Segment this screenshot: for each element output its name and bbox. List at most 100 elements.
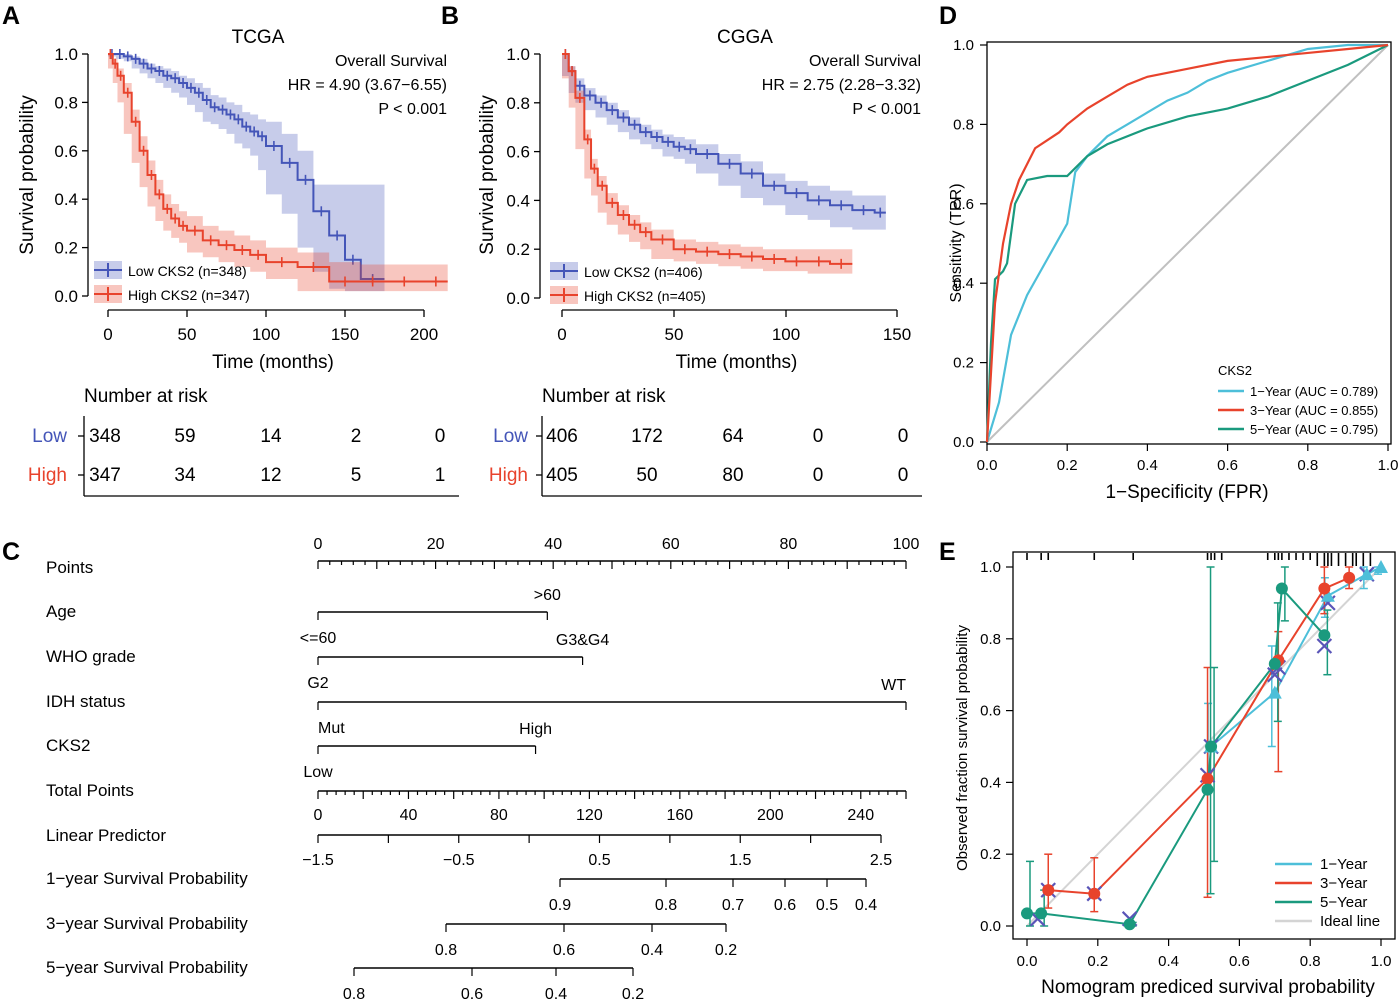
cal-point-teal [1201,783,1214,796]
risk-value-b: 64 [722,426,744,447]
cal-point-red [1088,887,1101,900]
cal-x-tick-label: 0.0 [1017,953,1038,970]
nomogram-row-label: CKS2 [46,736,90,755]
y-tick-label-a: 0.2 [54,239,78,258]
risk-value-a: 348 [89,426,121,447]
covariate-level-low: G2 [307,675,328,692]
linear-predictor-tick-label: −0.5 [443,852,475,869]
x-tick-label-a: 50 [178,325,197,344]
y-tick-label-a: 0.8 [54,93,78,112]
cal-point-teal [1318,629,1331,642]
y-tick-label-a: 0.0 [54,287,78,306]
survival-scale-label: 0.2 [622,986,644,1000]
cal-legend-label: 3−Year [1320,875,1367,892]
x-axis-title-b: Time (months) [676,352,798,373]
cal-point-red [1201,772,1214,785]
risk-value-b: 0 [813,465,824,486]
nomogram-row-label: 1−year Survival Probability [46,869,248,888]
cal-point-red [1343,571,1356,584]
survival-scale-label: 0.4 [855,897,877,914]
chart-title-b: CGGA [717,27,773,48]
risk-value-b: 0 [898,426,909,447]
survival-scale-label: 0.8 [435,942,457,959]
roc-x-tick-label: 0.8 [1297,457,1318,474]
panel-label-c: C [2,538,20,566]
cal-y-tick-label: 1.0 [980,559,1001,576]
legend-label-a: High CKS2 (n=347) [128,287,250,303]
points-tick-label: 20 [427,536,445,553]
km-curve-a-blue [108,53,385,281]
covariate-level-low: Low [303,764,333,781]
total-points-tick-label: 80 [490,807,508,824]
x-axis-title-a: Time (months) [212,352,334,373]
cal-point-cyan [1320,588,1335,602]
cal-x-tick-label: 0.6 [1229,953,1250,970]
risk-value-a: 347 [89,465,121,486]
cal-x-tick-label: 0.2 [1087,953,1108,970]
cal-legend-label: 5−Year [1320,894,1367,911]
panel-label-a: A [2,2,20,30]
cal-ideal-line [1026,566,1382,927]
survival-scale-label: 0.8 [655,897,677,914]
x-tick-label-b: 0 [557,325,566,344]
total-points-tick-label: 120 [576,807,603,824]
linear-predictor-tick-label: 1.5 [729,852,751,869]
risk-row-label-b: Low [493,426,528,447]
roc-x-tick-label: 0.2 [1057,457,1078,474]
risk-table-title-b: Number at risk [542,386,666,407]
roc-x-tick-label: 0.4 [1137,457,1158,474]
y-tick-label-b: 0.4 [506,191,530,210]
risk-value-b: 405 [546,465,578,486]
cal-y-tick-label: 0.4 [980,774,1001,791]
roc-y-tick-label: 0.4 [953,275,974,292]
risk-row-label-a: High [28,465,67,486]
points-tick-label: 40 [544,536,562,553]
roc-y-tick-label: 0.8 [953,116,974,133]
cal-x-axis-title: Nomogram prediced survival probability [1041,977,1375,998]
roc-y-axis-title: Sensitivity (TPR) [948,183,965,302]
cal-y-tick-label: 0.8 [980,631,1001,648]
total-points-tick-label: 240 [847,807,874,824]
cal-y-axis-title: Observed fraction survival probability [954,625,971,871]
roc-y-tick-label: 1.0 [953,37,974,54]
risk-value-a: 2 [351,426,362,447]
calibration-plot-frame [1012,551,1396,940]
roc-y-tick-label: 0.0 [953,434,974,451]
points-tick-label: 60 [662,536,680,553]
cal-x-tick-label: 0.8 [1300,953,1321,970]
roc-y-tick-label: 0.2 [953,355,974,372]
x-tick-label-b: 100 [772,325,800,344]
ci-band-b-blue [562,54,886,230]
roc-legend-label: 5−Year (AUC = 0.795) [1250,422,1378,437]
y-tick-label-b: 0.8 [506,94,530,113]
panel-label-e: E [939,538,956,566]
covariate-level-low: <=60 [300,630,337,647]
risk-value-a: 34 [174,465,196,486]
km-curve-b-blue [562,53,886,214]
survival-scale-label: 0.2 [715,942,737,959]
risk-value-b: 406 [546,426,578,447]
roc-legend-title: CKS2 [1218,363,1252,378]
survival-scale-label: 0.4 [641,942,663,959]
x-tick-label-b: 150 [883,325,911,344]
y-axis-title-b: Survival probability [477,95,498,255]
cal-point-teal [1035,907,1048,920]
roc-curve-cyan [985,43,1388,443]
nomogram-row-label: IDH status [46,692,125,711]
linear-predictor-tick-label: −1.5 [302,852,334,869]
covariate-level-low: Mut [318,720,345,737]
nomogram-row-label: Age [46,602,76,621]
points-tick-label: 100 [893,536,920,553]
y-tick-label-a: 0.4 [54,190,78,209]
cal-point-teal [1021,907,1033,920]
ci-band-a-red [108,54,448,292]
risk-value-a: 12 [260,465,281,486]
risk-row-label-a: Low [32,426,67,447]
legend-label-b: High CKS2 (n=405) [584,288,706,304]
legend-label-a: Low CKS2 (n=348) [128,263,247,279]
ci-band-a-blue [108,54,385,292]
roc-y-tick-label: 0.6 [953,196,974,213]
survival-scale-label: 0.6 [774,897,796,914]
annotation-b-2: P < 0.001 [852,101,921,118]
